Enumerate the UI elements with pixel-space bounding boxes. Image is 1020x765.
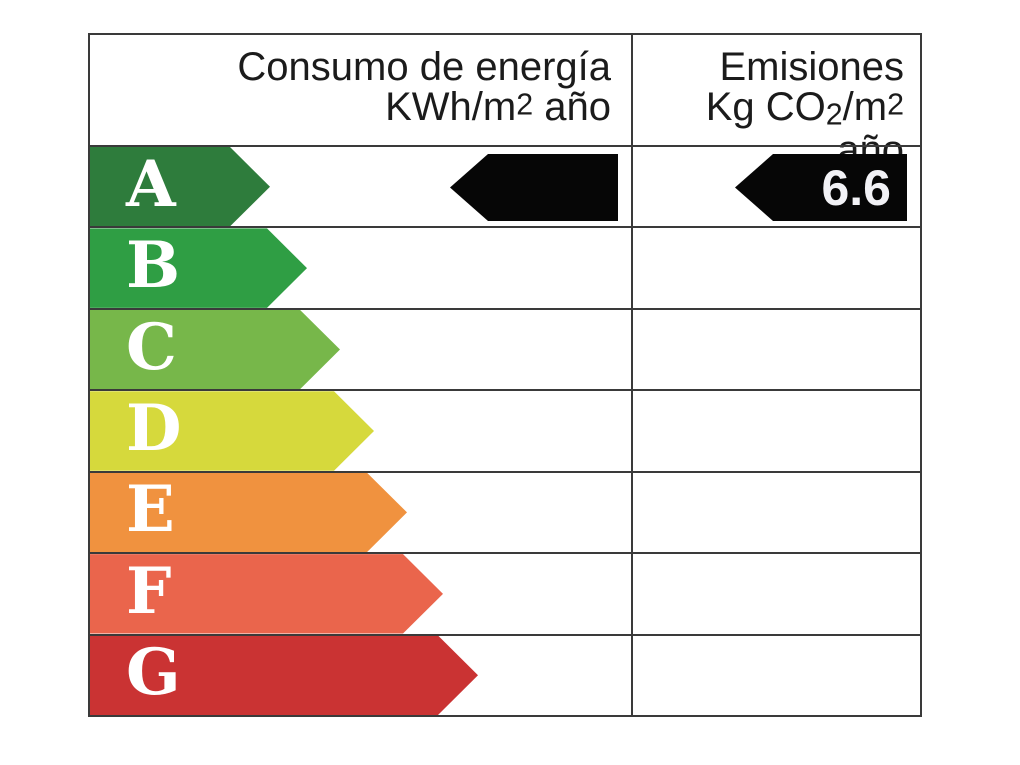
consumption-header-line1: Consumo de energía	[237, 45, 611, 89]
emissions-indicator-arrow: 6.6	[735, 154, 907, 221]
emissions-column-header: Emisiones Kg CO2/m2 año	[631, 35, 920, 170]
rating-arrow-c: C	[90, 310, 340, 389]
grade-letter-c: C	[126, 309, 177, 385]
table-header: Consumo de energía KWh/m2 año Emisiones …	[90, 35, 920, 170]
rating-row-a: A 6.6	[90, 145, 920, 226]
grade-letter-a: A	[126, 146, 176, 222]
rating-arrow-a: A	[90, 147, 270, 226]
rating-row-b: B	[90, 226, 920, 307]
grade-letter-d: D	[126, 390, 182, 466]
rating-row-d: D	[90, 389, 920, 470]
rating-row-g: G	[90, 633, 920, 715]
energy-rating-table: Consumo de energía KWh/m2 año Emisiones …	[88, 33, 922, 717]
rating-arrow-f: F	[90, 554, 443, 633]
grade-letter-f: F	[126, 553, 172, 629]
rating-arrow-b: B	[90, 228, 307, 307]
rating-row-f: F	[90, 552, 920, 633]
rating-arrow-g: G	[90, 636, 478, 715]
grade-letter-b: B	[126, 228, 181, 304]
emissions-header-line1: Emisiones	[719, 45, 904, 89]
emissions-value: 6.6	[821, 159, 891, 216]
column-divider	[631, 35, 633, 715]
consumption-indicator-arrow	[450, 154, 618, 221]
rating-arrow-d: D	[90, 391, 374, 470]
rating-arrow-e: E	[90, 473, 407, 552]
rating-row-e: E	[90, 470, 920, 552]
grade-letter-g: G	[126, 635, 181, 711]
consumption-header-unit: KWh/m2 año	[385, 85, 611, 129]
grade-letter-e: E	[126, 472, 175, 548]
rating-row-c: C	[90, 307, 920, 389]
consumption-column-header: Consumo de energía KWh/m2 año	[90, 35, 631, 145]
